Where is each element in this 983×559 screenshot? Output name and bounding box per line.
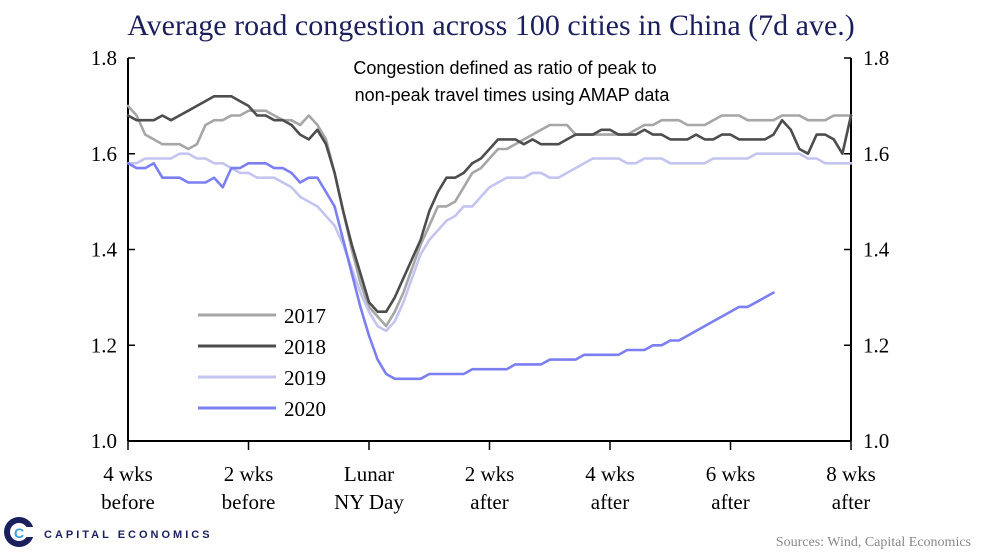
y-tick-label-left: 1.0 bbox=[91, 429, 117, 453]
x-tick-label-line1: 6 wks bbox=[706, 462, 756, 486]
x-tick-label-line1: 4 wks bbox=[585, 462, 635, 486]
x-tick-label-line2: after bbox=[470, 490, 508, 514]
x-tick-label-line2: after bbox=[832, 490, 870, 514]
series-line-2018 bbox=[126, 95, 853, 313]
x-tick-label-line1: 8 wks bbox=[826, 462, 876, 486]
y-axis-right-ticks: 1.0 1.2 1.4 1.6 1.8 bbox=[844, 46, 890, 453]
legend-label-2018: 2018 bbox=[284, 335, 326, 359]
logo-letter: C bbox=[14, 525, 24, 541]
y-tick-label-left: 1.8 bbox=[91, 46, 117, 70]
y-tick-label-right: 1.6 bbox=[863, 142, 889, 166]
y-tick-label-right: 1.2 bbox=[863, 333, 889, 357]
x-tick-label-line1: 4 wks bbox=[103, 462, 153, 486]
x-tick-label-line2: after bbox=[711, 490, 749, 514]
chart-title: Average road congestion across 100 citie… bbox=[127, 9, 855, 42]
annotation-line-1: Congestion defined as ratio of peak to bbox=[353, 58, 656, 78]
source-note: Sources: Wind, Capital Economics bbox=[776, 535, 971, 550]
y-tick-label-right: 1.4 bbox=[863, 238, 890, 262]
x-tick-label-line2: before bbox=[101, 490, 155, 514]
series-group bbox=[126, 95, 853, 381]
legend-label-2019: 2019 bbox=[284, 366, 326, 390]
y-tick-label-left: 1.2 bbox=[91, 333, 117, 357]
legend-label-2020: 2020 bbox=[284, 397, 326, 421]
legend-label-2017: 2017 bbox=[284, 304, 326, 328]
x-tick-label-line2: after bbox=[591, 490, 629, 514]
series-line-2020 bbox=[126, 162, 775, 381]
annotation-line-2: non-peak travel times using AMAP data bbox=[355, 85, 671, 105]
series-line-2019 bbox=[126, 152, 853, 333]
x-tick-label-line2: NY Day bbox=[334, 490, 404, 514]
x-tick-label-line2: before bbox=[222, 490, 276, 514]
x-tick-label-line1: 2 wks bbox=[224, 462, 274, 486]
x-tick-label-line1: Lunar bbox=[344, 462, 394, 486]
series-line-2017 bbox=[126, 104, 853, 328]
y-axis-left-ticks: 1.0 1.2 1.4 1.6 1.8 bbox=[91, 46, 135, 453]
y-tick-label-right: 1.0 bbox=[863, 429, 889, 453]
y-tick-label-left: 1.6 bbox=[91, 142, 117, 166]
x-tick-label-line1: 2 wks bbox=[465, 462, 515, 486]
x-axis-ticks: 4 wks before 2 wks before Lunar NY Day 2 wks af… bbox=[101, 441, 876, 514]
logo-gap-icon bbox=[19, 527, 35, 537]
y-tick-label-left: 1.4 bbox=[91, 238, 118, 262]
legend: 2017 2018 2019 2020 bbox=[198, 304, 326, 421]
capital-economics-logo: C bbox=[4, 517, 35, 547]
company-name: CAPITAL ECONOMICS bbox=[44, 529, 213, 541]
y-tick-label-right: 1.8 bbox=[863, 46, 889, 70]
